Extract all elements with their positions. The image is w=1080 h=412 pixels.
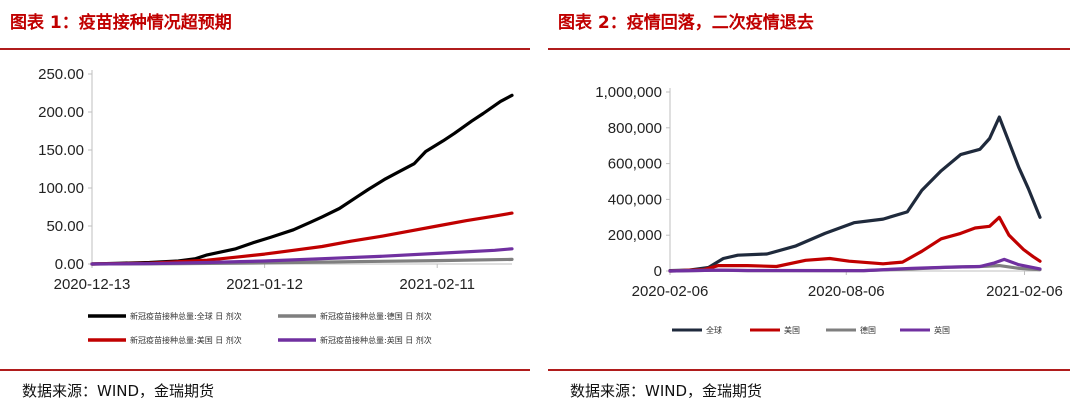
data-source: 数据来源：WIND，金瑞期货: [570, 382, 763, 400]
chart-title: 图表 2：疫情回落，二次疫情退去: [558, 13, 814, 33]
x-tick-label: 2021-02-11: [399, 276, 475, 293]
y-tick-label: 100.00: [38, 180, 84, 197]
source-divider: [548, 369, 1070, 371]
x-tick-label: 2021-01-12: [226, 276, 303, 293]
y-tick-label: 200.00: [38, 104, 84, 121]
series-line-2: [668, 215, 1042, 273]
legend-label: 新冠疫苗接种总量:德国 日 剂次: [320, 311, 432, 321]
cases-line-chart: 0 200,000 400,000 600,000 800,000 1,000,000 20…: [595, 84, 1063, 335]
y-tick-label: 800,000: [608, 120, 662, 137]
series-line-1: [90, 93, 514, 266]
y-tick-label: 200,000: [608, 227, 662, 244]
series-line-1: [668, 115, 1042, 273]
y-tick-label: 150.00: [38, 142, 84, 159]
series-line-4: [90, 247, 514, 266]
y-tick-label: 50.00: [46, 218, 84, 235]
x-tick-label: 2020-12-13: [54, 276, 131, 293]
chart-panel-vaccination: 图表 1：疫苗接种情况超预期 0.00 50.00 100.00 150.00 200.…: [0, 13, 530, 400]
y-tick-label: 250.00: [38, 66, 84, 83]
legend-label: 新冠疫苗接种总量:全球 日 剂次: [130, 311, 242, 321]
legend-label: 新冠疫苗接种总量:英国 日 剂次: [320, 335, 432, 345]
legend-label: 全球: [706, 325, 722, 335]
series-line-4: [668, 257, 1042, 273]
legend-label: 新冠疫苗接种总量:美国 日 剂次: [130, 335, 242, 345]
y-tick-label: 1,000,000: [595, 84, 662, 101]
chart-panel-cases: 图表 2：疫情回落，二次疫情退去 0 200,000 400,000 600,000 8…: [548, 0, 1080, 412]
source-divider: [0, 369, 530, 371]
title-divider: [0, 48, 530, 50]
x-tick-label: 2021-02-06: [986, 283, 1063, 300]
x-tick-label: 2020-02-06: [632, 283, 709, 300]
legend-label: 美国: [784, 325, 800, 335]
x-tick-label: 2020-08-06: [808, 283, 885, 300]
title-divider: [548, 48, 1070, 50]
y-tick-label: 0.00: [55, 256, 84, 273]
y-tick-label: 400,000: [608, 191, 662, 208]
y-tick-label: 0: [654, 263, 662, 280]
legend-label: 德国: [860, 325, 876, 335]
vaccination-line-chart: 0.00 50.00 100.00 150.00 200.00 250.00 2020-12…: [38, 66, 514, 345]
chart-title: 图表 1：疫苗接种情况超预期: [10, 13, 232, 33]
legend-label: 英国: [934, 325, 950, 335]
series-line-3: [90, 211, 514, 266]
data-source: 数据来源：WIND，金瑞期货: [22, 382, 215, 400]
y-tick-label: 600,000: [608, 156, 662, 173]
